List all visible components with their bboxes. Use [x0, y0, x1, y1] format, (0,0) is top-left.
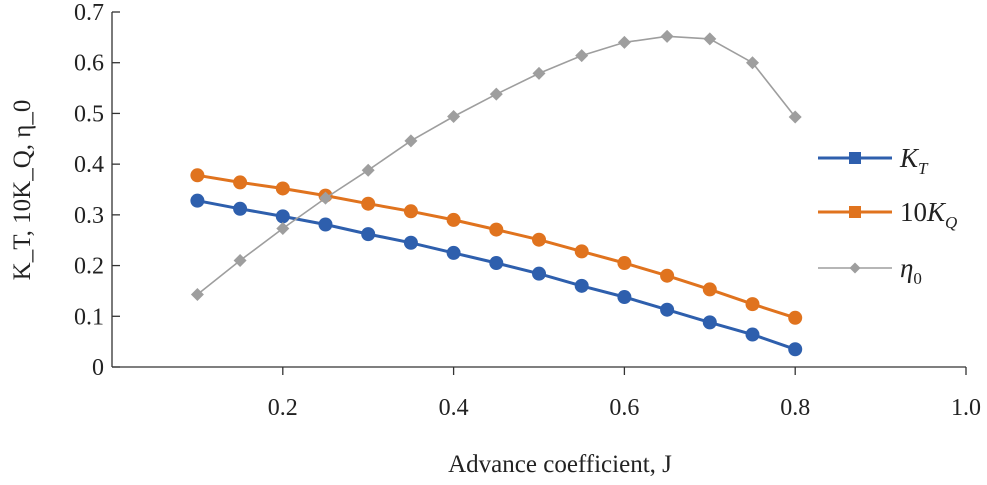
- data-point: [745, 327, 760, 342]
- x-tick-label: 0.6: [609, 395, 639, 421]
- data-point: [489, 222, 504, 237]
- series-line: [196, 35, 796, 296]
- data-point: [532, 66, 546, 80]
- data-point: [446, 212, 461, 227]
- data-point: [660, 302, 675, 317]
- legend-item: KT: [818, 143, 929, 178]
- legend: KT 10KQ η0: [818, 143, 957, 288]
- data-point: [574, 278, 589, 293]
- y-axis-title: K_T, 10K_Q, η_0: [9, 100, 36, 281]
- data-point: [190, 287, 204, 301]
- y-tick-label: 0.4: [74, 152, 104, 178]
- x-axis-title: Advance coefficient, J: [448, 451, 672, 478]
- legend-swatch-marker: [849, 206, 861, 218]
- data-point: [788, 342, 803, 357]
- y-tick-label: 0.3: [74, 203, 104, 229]
- data-point: [318, 217, 333, 232]
- series-2: [190, 29, 802, 301]
- data-point: [617, 290, 632, 305]
- data-point: [574, 244, 589, 259]
- y-tick-label: 0.6: [74, 51, 104, 77]
- y-tick-label: 0.5: [74, 101, 104, 127]
- data-point: [403, 235, 418, 250]
- data-point: [575, 49, 589, 63]
- data-point: [660, 29, 674, 43]
- legend-item: 10KQ: [818, 197, 957, 232]
- data-point: [489, 87, 503, 101]
- data-point: [276, 222, 290, 236]
- data-point: [746, 56, 759, 70]
- data-point: [489, 256, 504, 271]
- legend-label: KT: [899, 143, 929, 178]
- data-point: [361, 227, 376, 242]
- x-tick-label: 1.0: [951, 395, 981, 421]
- legend-label: η0: [900, 253, 922, 288]
- x-tick-label: 0.2: [268, 395, 298, 421]
- x-tick-label: 0.8: [780, 395, 810, 421]
- data-point: [660, 268, 675, 283]
- data-point: [233, 175, 248, 190]
- data-point: [403, 204, 418, 219]
- data-point: [404, 134, 418, 148]
- series-0: [190, 193, 803, 357]
- series-1: [190, 168, 803, 325]
- data-point: [532, 232, 546, 247]
- data-point: [702, 315, 717, 330]
- data-point: [745, 297, 760, 312]
- data-point: [617, 256, 632, 271]
- data-point: [703, 32, 717, 46]
- x-tick-label: 0.4: [439, 395, 469, 421]
- data-point: [190, 168, 205, 183]
- data-point: [447, 109, 461, 123]
- data-point: [190, 193, 205, 208]
- axes: 0 0.1 0.2 0.3 0.4 0.5 0.6 0.7 0.2 0.4 0.6 0.8 1.0: [74, 0, 981, 421]
- legend-swatch-marker: [849, 262, 861, 274]
- legend-swatch-marker: [849, 152, 861, 164]
- data-point: [617, 35, 631, 49]
- y-tick-label: 0: [92, 355, 104, 381]
- data-point: [275, 181, 290, 196]
- legend-label: 10KQ: [900, 197, 957, 232]
- data-point: [788, 110, 802, 124]
- series-line: [197, 173, 796, 320]
- series-layer: [190, 29, 803, 357]
- data-point: [233, 201, 248, 216]
- y-tick-label: 0.1: [74, 304, 104, 330]
- y-tick-label: 0.2: [74, 254, 104, 280]
- data-point: [702, 282, 717, 297]
- data-point: [361, 196, 376, 211]
- data-point: [532, 266, 546, 281]
- data-point: [361, 163, 375, 177]
- data-point: [275, 209, 290, 224]
- data-point: [446, 245, 461, 260]
- legend-item: η0: [818, 253, 922, 288]
- data-point: [788, 310, 803, 325]
- y-tick-label: 0.7: [74, 0, 104, 26]
- data-point: [233, 254, 247, 267]
- data-point: [319, 191, 332, 205]
